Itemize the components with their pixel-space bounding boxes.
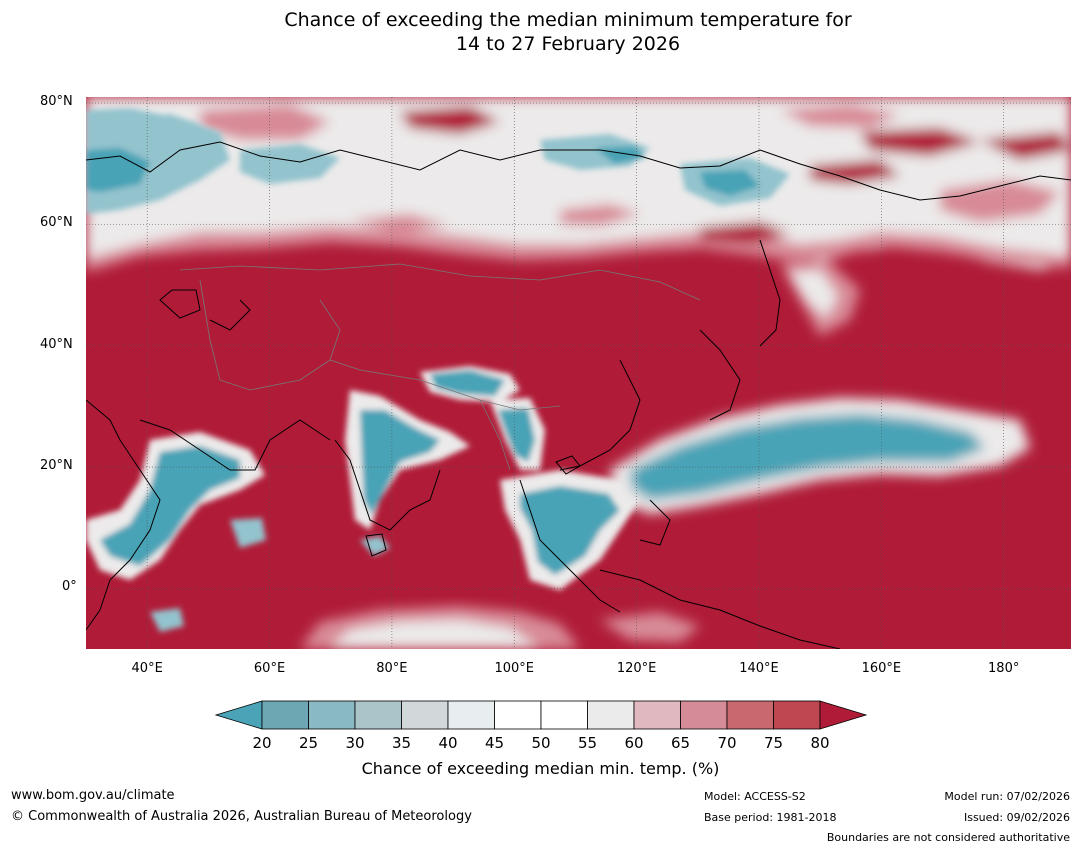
longitude-label: 160°E [861,661,902,676]
colorbar [214,700,868,730]
southern-mixed-band [300,606,700,649]
map-title: Chance of exceeding the median minimum t… [0,8,1081,56]
colorbar-segment [726,700,774,730]
title-line-2: 14 to 27 February 2026 [455,33,681,55]
colorbar-tick-label: 65 [670,734,691,752]
longitude-label: 180° [988,661,1020,676]
longitude-label: 120°E [616,661,657,676]
pacific-blue-band [610,398,1030,514]
colorbar-tick-label: 50 [531,734,551,752]
graticule [86,97,1071,649]
colorbar-segment [633,700,681,730]
colorbar-under-extension [214,700,263,730]
colorbar-tick-label: 40 [438,734,458,752]
longitude-label: 80°E [376,661,408,676]
copyright-text: © Commonwealth of Australia 2026, Austra… [11,809,472,824]
colorbar-tick-label: 75 [763,734,784,752]
colorbar-segment [540,700,588,730]
colorbar-tick-label: 55 [577,734,598,752]
colorbar-segment [354,700,402,730]
colorbar-tick-label: 70 [717,734,737,752]
model-text: Model: ACCESS-S2 [704,790,806,803]
title-line-1: Chance of exceeding the median minimum t… [284,9,852,31]
base-period-text: Base period: 1981-2018 [704,811,837,824]
colorbar-over-extension [819,700,868,730]
northern-blue-patches [86,108,790,214]
colorbar-segment [447,700,495,730]
colorbar-tick-label: 25 [298,734,319,752]
colorbar-tick-label: 45 [484,734,505,752]
model-run-text: Model run: 07/02/2026 [944,790,1070,803]
colorbar-segment [680,700,728,730]
longitude-label: 60°E [253,661,286,676]
coastlines [86,141,1071,649]
south-asia-blue [345,366,640,590]
colorbar-tick-label: 80 [810,734,830,752]
country-borders [179,263,701,471]
colorbar-segment [308,700,356,730]
latitude-label: 40°N [40,336,73,352]
disclaimer-text: Boundaries are not considered authoritat… [826,831,1070,844]
northern-mixed-band [86,97,1071,336]
colorbar-tick-label: 20 [252,734,272,752]
colorbar-tick-label: 60 [624,734,644,752]
longitude-label: 40°E [131,661,163,676]
latitude-label: 0° [62,579,77,595]
latitude-label: 20°N [40,458,73,474]
colorbar-segment [494,700,542,730]
colorbar-segment [261,700,309,730]
latitude-label: 80°N [40,94,73,110]
website-link[interactable]: www.bom.gov.au/climate [11,788,175,803]
longitude-label: 140°E [739,661,779,676]
colorbar-tick-label: 30 [345,734,365,752]
longitude-label: 100°E [494,661,535,676]
latitude-label: 60°N [40,215,73,231]
colorbar-title: Chance of exceeding median min. temp. (%… [361,759,720,778]
probability-field [86,97,1071,649]
colorbar-tick-label: 35 [391,734,412,752]
colorbar-segment [587,700,635,730]
colorbar-segment [773,700,821,730]
colorbar-segment [401,700,449,730]
africa-arabia-blue [86,432,266,632]
issued-text: Issued: 09/02/2026 [963,811,1070,824]
